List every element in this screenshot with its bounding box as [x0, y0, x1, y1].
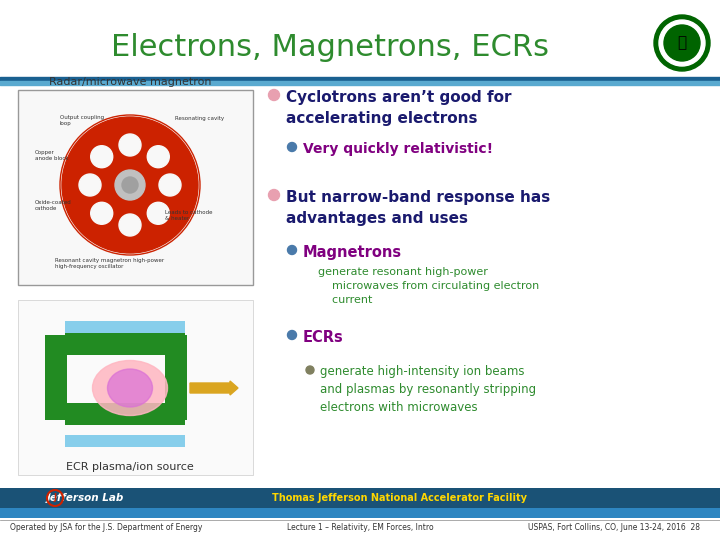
Ellipse shape — [107, 369, 153, 407]
Text: Very quickly relativistic!: Very quickly relativistic! — [303, 142, 493, 156]
Text: Lecture 1 – Relativity, EM Forces, Intro: Lecture 1 – Relativity, EM Forces, Intro — [287, 523, 433, 532]
Text: USPAS, Fort Collins, CO, June 13-24, 2016  28: USPAS, Fort Collins, CO, June 13-24, 201… — [528, 523, 700, 532]
FancyBboxPatch shape — [0, 82, 720, 490]
Circle shape — [269, 190, 279, 200]
Circle shape — [91, 202, 113, 224]
FancyBboxPatch shape — [165, 335, 187, 420]
FancyBboxPatch shape — [65, 333, 185, 355]
Circle shape — [287, 246, 297, 254]
Circle shape — [306, 366, 314, 374]
Text: Radar/microwave magnetron: Radar/microwave magnetron — [49, 77, 211, 87]
FancyBboxPatch shape — [0, 508, 720, 518]
Text: Jefferson Lab: Jefferson Lab — [46, 493, 124, 503]
Text: Resonating cavity: Resonating cavity — [175, 116, 224, 121]
Circle shape — [287, 330, 297, 340]
Text: Output coupling
loop: Output coupling loop — [60, 115, 104, 126]
Circle shape — [159, 174, 181, 196]
Text: 🐏: 🐏 — [678, 36, 687, 51]
Text: ECRs: ECRs — [303, 330, 343, 345]
Circle shape — [269, 90, 279, 100]
Circle shape — [119, 214, 141, 236]
Text: Copper
anode block: Copper anode block — [35, 150, 68, 161]
Text: ECR plasma/ion source: ECR plasma/ion source — [66, 462, 194, 472]
Text: Magnetrons: Magnetrons — [303, 245, 402, 260]
FancyBboxPatch shape — [45, 335, 67, 420]
Ellipse shape — [92, 361, 168, 415]
Circle shape — [62, 117, 198, 253]
FancyBboxPatch shape — [65, 403, 185, 425]
Circle shape — [654, 15, 710, 71]
Circle shape — [659, 20, 705, 66]
Circle shape — [287, 143, 297, 152]
Circle shape — [148, 202, 169, 224]
Text: Thomas Jefferson National Accelerator Facility: Thomas Jefferson National Accelerator Fa… — [272, 493, 528, 503]
Circle shape — [119, 134, 141, 156]
Text: But narrow-band response has
advantages and uses: But narrow-band response has advantages … — [286, 190, 550, 226]
Circle shape — [664, 25, 700, 61]
FancyBboxPatch shape — [18, 90, 253, 285]
Circle shape — [122, 177, 138, 193]
Text: J: J — [53, 494, 56, 503]
Circle shape — [115, 170, 145, 200]
FancyBboxPatch shape — [65, 321, 185, 333]
FancyArrow shape — [190, 381, 238, 395]
FancyBboxPatch shape — [65, 435, 185, 447]
FancyBboxPatch shape — [0, 488, 720, 508]
FancyBboxPatch shape — [0, 0, 720, 80]
Text: Resonant cavity magnetron high-power
high-frequency oscillator: Resonant cavity magnetron high-power hig… — [55, 258, 164, 269]
FancyBboxPatch shape — [18, 300, 253, 475]
Text: Cyclotrons aren’t good for
accelerating electrons: Cyclotrons aren’t good for accelerating … — [286, 90, 511, 126]
Text: Operated by JSA for the J.S. Department of Energy: Operated by JSA for the J.S. Department … — [10, 523, 202, 532]
Circle shape — [79, 174, 101, 196]
Circle shape — [91, 146, 113, 168]
Text: generate high-intensity ion beams
and plasmas by resonantly stripping
electrons : generate high-intensity ion beams and pl… — [320, 365, 536, 414]
Text: Electrons, Magnetrons, ECRs: Electrons, Magnetrons, ECRs — [111, 33, 549, 63]
Text: Leads to cathode
& heater: Leads to cathode & heater — [165, 210, 212, 221]
Circle shape — [652, 13, 712, 73]
Text: Oxide-coated
cathode: Oxide-coated cathode — [35, 200, 72, 211]
Circle shape — [148, 146, 169, 168]
Text: generate resonant high-power
    microwaves from circulating electron
    curren: generate resonant high-power microwaves … — [318, 267, 539, 305]
